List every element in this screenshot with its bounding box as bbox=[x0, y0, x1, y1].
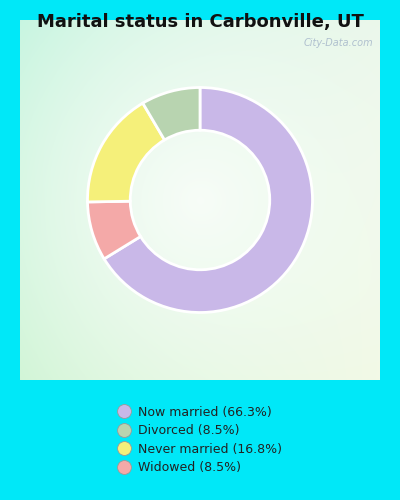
Text: City-Data.com: City-Data.com bbox=[303, 38, 373, 48]
Wedge shape bbox=[104, 88, 312, 312]
Wedge shape bbox=[88, 201, 140, 259]
Wedge shape bbox=[88, 103, 164, 202]
Text: Marital status in Carbonville, UT: Marital status in Carbonville, UT bbox=[36, 12, 364, 30]
Wedge shape bbox=[143, 88, 200, 140]
Legend: Now married (66.3%), Divorced (8.5%), Never married (16.8%), Widowed (8.5%): Now married (66.3%), Divorced (8.5%), Ne… bbox=[112, 400, 288, 480]
